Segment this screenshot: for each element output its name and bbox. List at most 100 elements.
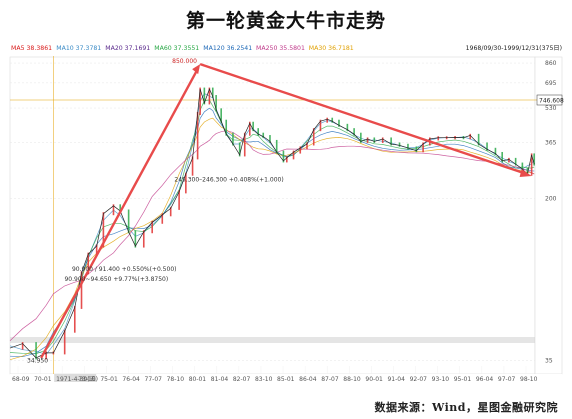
price-bar [486, 142, 488, 151]
price-bar [215, 95, 217, 112]
price-line [9, 88, 535, 359]
price-bar [360, 132, 362, 143]
price-bar [199, 87, 201, 115]
y-tick-label: 860 [545, 60, 557, 67]
chart-annotation: 245.300–246.300 +0.408%(+1.000) [174, 176, 283, 183]
price-bar [299, 146, 302, 154]
price-bar [312, 128, 315, 146]
price-bar [220, 108, 222, 123]
price-bar [373, 137, 376, 143]
x-tick-label: 86-04 [299, 376, 317, 383]
price-bar [127, 209, 130, 234]
price-bar [262, 132, 265, 139]
price-bar [269, 135, 271, 143]
x-tick-label: 90-01 [365, 376, 383, 383]
x-tick-label: 87-07 [321, 376, 339, 383]
x-tick-label: 88-10 [343, 376, 361, 383]
chart-annotation: 90.900~94.650 +9.77%(+3.8750) [64, 276, 168, 283]
price-bar [161, 213, 164, 224]
price-bar [326, 117, 328, 123]
x-tick-label: 97-07 [498, 376, 516, 383]
price-bar [102, 212, 105, 248]
annotations: 850.000 746.608 245.300–246.300 +0.408%(+1… [27, 58, 564, 364]
legend-item: MA10 37.3781 [56, 45, 101, 52]
x-tick-label: 78-10 [167, 376, 185, 383]
x-tick-label: 77-07 [145, 376, 163, 383]
y-axis-panel [534, 56, 563, 375]
source-note: 数据来源：Wind，星图金融研究院 [374, 401, 558, 414]
price-bar [238, 142, 241, 157]
x-tick-label: 73-10 [78, 376, 96, 383]
chart-annotation: 746.608 [539, 98, 564, 105]
price-bar [142, 230, 145, 248]
x-tick-label: 91-04 [387, 376, 405, 383]
price-bar [319, 119, 322, 132]
price-bar [514, 157, 517, 166]
price-bar [353, 128, 355, 136]
date-range-readout: 1968/09/30-1999/12/31(375日) [466, 45, 562, 52]
chart-annotation: 90.900 / 91.400 +0.550%(+0.500) [72, 266, 177, 273]
volume-band [10, 337, 535, 343]
price-bar [275, 139, 278, 154]
price-bar [45, 351, 47, 360]
price-bar [208, 87, 211, 105]
price-bar [178, 190, 180, 210]
price-bar [437, 136, 440, 141]
price-bar [87, 252, 90, 275]
legend-item: MA5 38.3861 [11, 45, 52, 52]
x-tick-label: 98-10 [520, 376, 538, 383]
x-tick-label: 68-09 [12, 376, 30, 383]
price-bar [530, 153, 533, 176]
price-bar [73, 305, 76, 333]
price-bar [331, 117, 334, 123]
price-bar [477, 133, 480, 146]
price-bar [252, 121, 254, 132]
x-tick-label: 92-07 [410, 376, 428, 383]
price-bar [185, 172, 187, 194]
price-bar [526, 167, 529, 176]
price-bar [501, 151, 503, 163]
y-tick-label: 35 [545, 358, 553, 365]
selection-band [10, 337, 535, 343]
price-bar [257, 128, 259, 136]
price-bar [338, 119, 340, 127]
x-tick-label: 70-01 [34, 376, 52, 383]
price-bar [243, 132, 246, 157]
x-tick-label: 1971-4-30(五) [56, 376, 98, 383]
legend-item: MA120 36.2541 [203, 45, 252, 52]
x-tick-label: 80-01 [189, 376, 207, 383]
reference-label-box [536, 94, 563, 106]
ma-legend: MA5 38.3861 MA10 37.3781 MA20 37.1691 MA60 … [11, 45, 354, 52]
price-bar [469, 133, 472, 140]
price-bar [112, 204, 115, 216]
price-bar [119, 204, 122, 213]
x-tick-label: 76-04 [122, 376, 140, 383]
page-title: 第一轮黄金大牛市走势 [185, 10, 386, 32]
x-tick-label: 81-04 [211, 376, 229, 383]
x-tick-label: 95-01 [454, 376, 472, 383]
price-bar [225, 119, 228, 136]
y-tick-label: 695 [545, 80, 557, 87]
price-bar [63, 329, 66, 355]
y-tick-label: 200 [545, 196, 557, 203]
plot-frame [9, 56, 536, 375]
y-axis-ticks: 860 695 530 365 200 35 [545, 60, 557, 364]
price-bar [533, 153, 535, 166]
price-bar [211, 87, 214, 99]
price-bar [508, 157, 510, 163]
x-tick-label: 93-10 [432, 376, 450, 383]
x-axis-ticks: 68-09 70-01 1971-4-30(五)73-10 75-01 76-04 77-… [12, 374, 538, 383]
price-bar [191, 156, 194, 176]
x-tick-label: 85-01 [277, 376, 295, 383]
price-bar [292, 150, 295, 160]
price-bar [232, 132, 234, 146]
x-tick-label: 82-07 [233, 376, 251, 383]
price-bar [346, 123, 349, 132]
price-bar [366, 137, 369, 143]
bull-arrow-head [192, 64, 201, 75]
moving-average-line [9, 130, 535, 341]
y-tick-label: 530 [545, 105, 557, 112]
grid-lines [10, 56, 563, 374]
chart-annotation: 850.000 [172, 58, 197, 65]
